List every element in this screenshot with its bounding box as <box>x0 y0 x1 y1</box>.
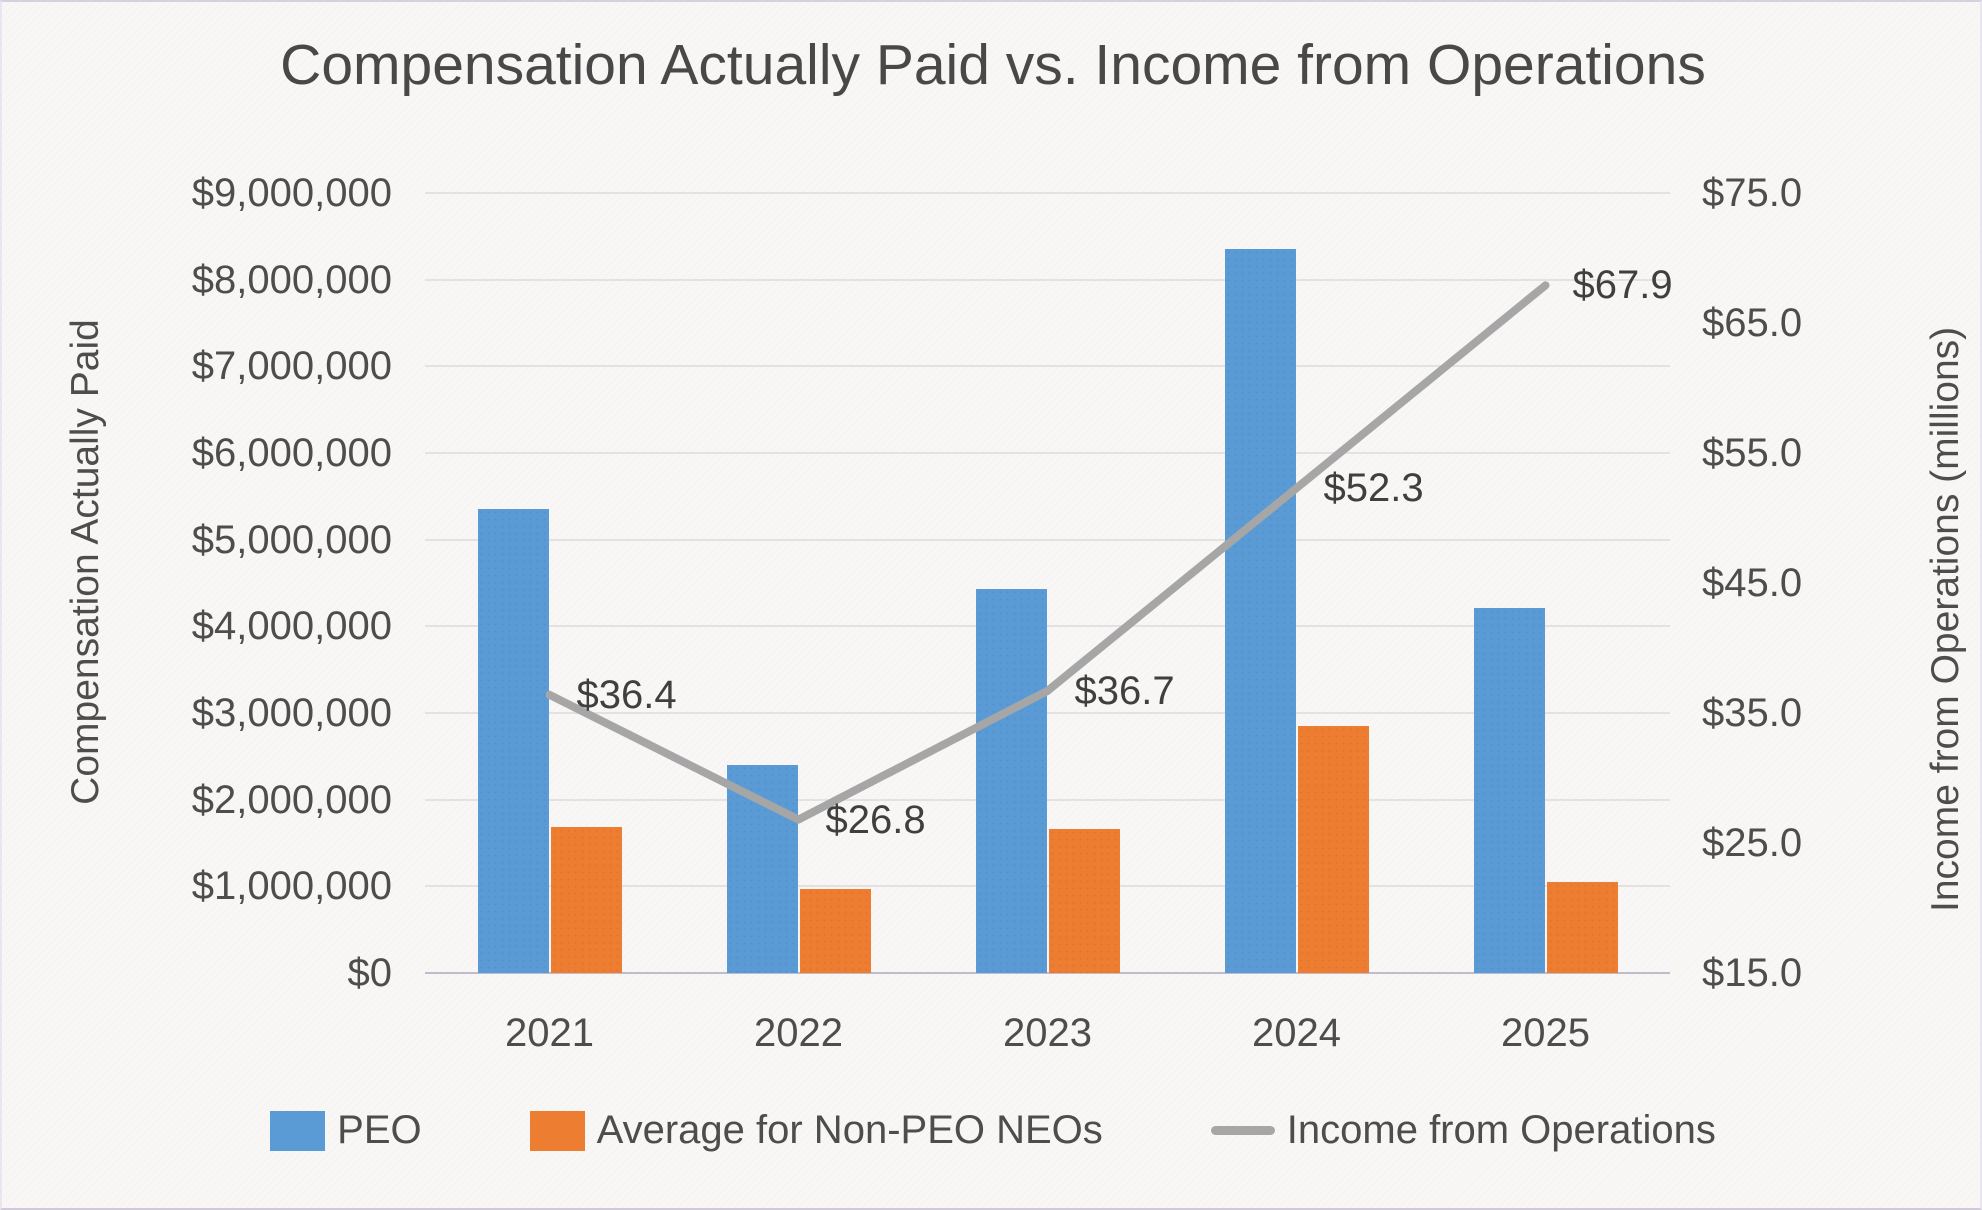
income-line <box>545 281 1550 824</box>
gridline <box>425 192 1670 194</box>
legend-color-swatch <box>270 1110 326 1151</box>
bar-neo-2023 <box>1048 829 1120 973</box>
legend-item-peo: PEO <box>270 1108 422 1153</box>
gridline <box>425 798 1670 801</box>
right-axis-title: Income from Operations (millions) <box>1924 326 1967 912</box>
legend-item-neo: Average for Non-PEO NEOs <box>529 1108 1103 1153</box>
legend-label: Income from Operations <box>1286 1108 1716 1152</box>
x-axis-tick-label: 2022 <box>754 1011 843 1055</box>
bar-neo-2024 <box>1297 726 1369 973</box>
right-axis-tick-label: $45.0 <box>1702 561 1803 605</box>
right-axis-tick-label: $25.0 <box>1702 821 1803 865</box>
bar-neo-2021 <box>550 826 622 973</box>
left-axis-title-text: Compensation Actually Paid <box>64 319 107 805</box>
legend-color-swatch <box>529 1110 585 1151</box>
line-data-label: $52.3 <box>1323 466 1424 511</box>
line-data-label: $36.4 <box>576 672 677 717</box>
left-axis-tick-label: $0 <box>347 951 393 995</box>
gridline <box>425 712 1670 714</box>
bar-neo-2025 <box>1546 882 1618 973</box>
left-axis-tick-label: $2,000,000 <box>191 777 392 822</box>
bar-peo-2024 <box>1224 249 1296 973</box>
gridline <box>425 625 1670 628</box>
legend-label: Average for Non-PEO NEOs <box>596 1108 1103 1152</box>
right-axis-tick-label: $55.0 <box>1702 431 1803 475</box>
x-axis-line <box>425 972 1670 974</box>
left-axis-tick-label: $1,000,000 <box>191 864 392 909</box>
left-axis-tick-label: $9,000,000 <box>191 171 392 215</box>
bar-peo-2021 <box>477 509 549 973</box>
x-axis-tick-label: 2021 <box>505 1011 594 1055</box>
gridline <box>425 452 1670 454</box>
left-axis-tick-label: $8,000,000 <box>191 257 392 302</box>
bar-peo-2023 <box>975 589 1047 973</box>
left-axis-tick-label: $5,000,000 <box>191 517 392 562</box>
gridline <box>425 365 1670 368</box>
legend-item-line: Income from Operations <box>1210 1108 1716 1153</box>
legend-line-swatch <box>1210 1126 1275 1135</box>
x-axis-tick-label: 2024 <box>1252 1011 1341 1055</box>
right-axis-tick-label: $75.0 <box>1702 171 1803 215</box>
chart-title: Compensation Actually Paid vs. Income fr… <box>280 33 1706 97</box>
x-axis-tick-label: 2025 <box>1501 1011 1590 1055</box>
left-axis-tick-label: $6,000,000 <box>191 431 392 475</box>
right-axis-tick-label: $65.0 <box>1702 301 1803 345</box>
right-axis-tick-label: $35.0 <box>1702 691 1803 735</box>
income-line-series <box>545 281 1550 824</box>
bar-peo-2025 <box>1473 608 1545 973</box>
x-axis-tick-label: 2023 <box>1003 1011 1092 1055</box>
line-data-label: $36.7 <box>1074 668 1175 713</box>
gridline <box>425 538 1670 541</box>
legend-label: PEO <box>337 1108 422 1152</box>
line-data-label: $67.9 <box>1572 263 1673 308</box>
right-axis-tick-label: $15.0 <box>1702 951 1803 995</box>
left-axis-tick-label: $4,000,000 <box>191 604 392 649</box>
line-data-label: $26.8 <box>825 797 926 842</box>
bar-neo-2022 <box>799 888 871 973</box>
gridline <box>425 278 1670 281</box>
gridline <box>425 885 1670 888</box>
plot-area <box>425 192 1670 974</box>
left-axis-tick-label: $3,000,000 <box>191 691 392 735</box>
left-axis-tick-label: $7,000,000 <box>191 344 392 389</box>
legend: PEO Average for Non-PEO NEOs Income from O… <box>2 1108 1980 1153</box>
